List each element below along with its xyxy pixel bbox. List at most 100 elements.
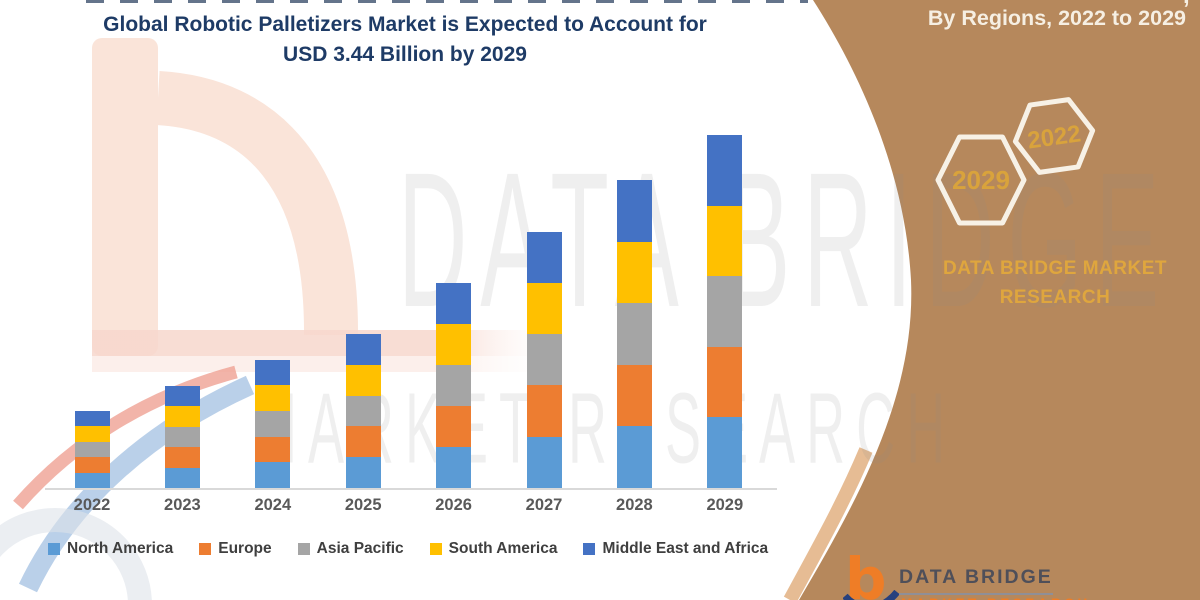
footer-logo-b-icon: b — [845, 545, 887, 600]
legend-item-south-america: South America — [429, 540, 558, 558]
plot-area — [45, 118, 777, 490]
brand-gold-line2: RESEARCH — [999, 287, 1111, 308]
x-axis-label-2028: 2028 — [616, 496, 653, 514]
legend: North America Europe Asia Pacific South Ame… — [48, 540, 768, 558]
bar-segment-north-america-2026 — [436, 447, 472, 488]
bar-segment-middle-east-and-africa-2022 — [74, 411, 110, 427]
chart-title: Global Robotic Palletizers Market is Exp… — [30, 10, 780, 70]
x-axis-line — [45, 488, 777, 490]
bar-segment-middle-east-and-africa-2029 — [707, 135, 743, 206]
bar-segment-asia-pacific-2026 — [436, 365, 472, 406]
bar-2027 — [526, 231, 562, 488]
chart-title-line1: Global Robotic Palletizers Market is Exp… — [103, 13, 707, 36]
x-axis-label-2027: 2027 — [525, 496, 563, 514]
legend-label-europe: Europe — [218, 540, 272, 557]
legend-swatch-europe — [199, 543, 212, 555]
brand-gold-text: DATA BRIDGE MARKET RESEARCH — [935, 254, 1175, 312]
brown-edge-highlight — [783, 447, 873, 600]
top-cropped-text-remnant — [86, 0, 808, 3]
bar-segment-asia-pacific-2024 — [255, 410, 291, 437]
legend-label-south-america: South America — [448, 540, 558, 557]
bar-segment-south-america-2025 — [345, 364, 381, 396]
bar-2023 — [164, 385, 200, 488]
bar-segment-south-america-2029 — [707, 205, 743, 277]
bar-segment-middle-east-and-africa-2027 — [526, 231, 562, 283]
faded-red-swoosh — [13, 365, 238, 510]
bar-2025 — [345, 334, 381, 488]
x-axis-label-2023: 2023 — [164, 496, 201, 514]
bar-segment-north-america-2022 — [74, 472, 110, 488]
bar-segment-europe-2028 — [616, 364, 652, 427]
bar-segment-south-america-2024 — [255, 385, 291, 411]
bar-segment-europe-2029 — [707, 346, 743, 418]
bar-segment-middle-east-and-africa-2026 — [436, 283, 472, 324]
faded-b-logo-watermark — [0, 38, 564, 600]
faded-b-stem — [92, 38, 158, 356]
bar-segment-north-america-2024 — [255, 462, 291, 488]
bar-segment-north-america-2025 — [345, 457, 381, 488]
legend-swatch-north-america — [48, 543, 60, 555]
x-axis-label-2029: 2029 — [706, 496, 744, 514]
top-right-cut-text: , — [1183, 0, 1190, 10]
bar-2024 — [255, 359, 291, 488]
bar-segment-europe-2026 — [436, 406, 472, 447]
footer-logo-swoosh-icon — [843, 590, 899, 600]
x-axis-label-2024: 2024 — [254, 496, 292, 514]
bar-2026 — [436, 283, 472, 488]
bar-segment-asia-pacific-2022 — [74, 441, 110, 458]
bar-segment-europe-2022 — [74, 457, 110, 473]
bar-segment-south-america-2028 — [616, 241, 652, 304]
faded-blue-swoosh — [18, 375, 255, 593]
bar-segment-south-america-2023 — [164, 406, 200, 427]
bar-2028 — [616, 180, 652, 488]
bar-segment-middle-east-and-africa-2024 — [255, 359, 291, 386]
bar-segment-asia-pacific-2029 — [707, 276, 743, 347]
bar-segment-north-america-2023 — [164, 467, 200, 488]
bar-segment-asia-pacific-2025 — [345, 395, 381, 427]
footer-logo: b DATA BRIDGE MARKET RESEARCH — [843, 550, 1103, 600]
bar-segment-north-america-2028 — [616, 426, 652, 488]
bar-segment-north-america-2029 — [707, 417, 743, 488]
legend-label-north-america: North America — [67, 540, 174, 557]
bar-segment-asia-pacific-2027 — [526, 334, 562, 386]
x-axis-label-2022: 2022 — [73, 496, 111, 514]
bar-2022 — [74, 411, 110, 488]
bar-segment-europe-2025 — [345, 426, 381, 458]
faded-b-base-band — [92, 330, 564, 356]
bar-segment-south-america-2027 — [526, 282, 562, 335]
faded-gray-ring — [0, 508, 152, 600]
bar-segment-europe-2024 — [255, 436, 291, 463]
bar-segment-middle-east-and-africa-2023 — [164, 385, 200, 406]
bar-segment-europe-2023 — [164, 447, 200, 468]
bar-segment-middle-east-and-africa-2025 — [345, 334, 381, 365]
legend-label-middle-east-and-africa: Middle East and Africa — [602, 540, 769, 557]
legend-item-europe: Europe — [199, 540, 272, 558]
panel-heading: By Regions, 2022 to 2029 — [927, 6, 1186, 30]
legend-swatch-south-america — [429, 543, 442, 555]
footer-subbrand-text: MARKET RESEARCH — [901, 596, 1091, 600]
bar-2029 — [707, 135, 743, 488]
bar-segment-middle-east-and-africa-2028 — [616, 180, 652, 242]
footer-brand-text: DATA BRIDGE — [899, 566, 1053, 595]
x-axis-label-2025: 2025 — [344, 496, 382, 514]
bar-segment-south-america-2022 — [74, 426, 110, 442]
bar-segment-south-america-2026 — [436, 324, 472, 365]
brand-gold-line1: DATA BRIDGE MARKET — [943, 258, 1167, 279]
legend-label-asia-pacific: Asia Pacific — [316, 540, 404, 557]
bar-segment-north-america-2027 — [526, 436, 562, 488]
bar-segment-europe-2027 — [526, 385, 562, 437]
legend-swatch-asia-pacific — [297, 543, 310, 555]
bar-segment-asia-pacific-2023 — [164, 426, 200, 447]
chart-title-line2: USD 3.44 Billion by 2029 — [283, 43, 527, 66]
legend-item-north-america: North America — [48, 540, 173, 558]
x-axis-labels: 2022 2023 2024 2025 2026 2027 2028 2029 — [45, 496, 777, 520]
legend-swatch-middle-east-and-africa — [583, 543, 596, 555]
brown-curve-shape — [799, 0, 1200, 600]
faded-b-bowl — [155, 71, 359, 336]
legend-item-middle-east-and-africa: Middle East and Africa — [583, 540, 768, 558]
x-axis-label-2026: 2026 — [435, 496, 472, 514]
bar-segment-asia-pacific-2028 — [616, 303, 652, 365]
legend-item-asia-pacific: Asia Pacific — [297, 540, 404, 558]
